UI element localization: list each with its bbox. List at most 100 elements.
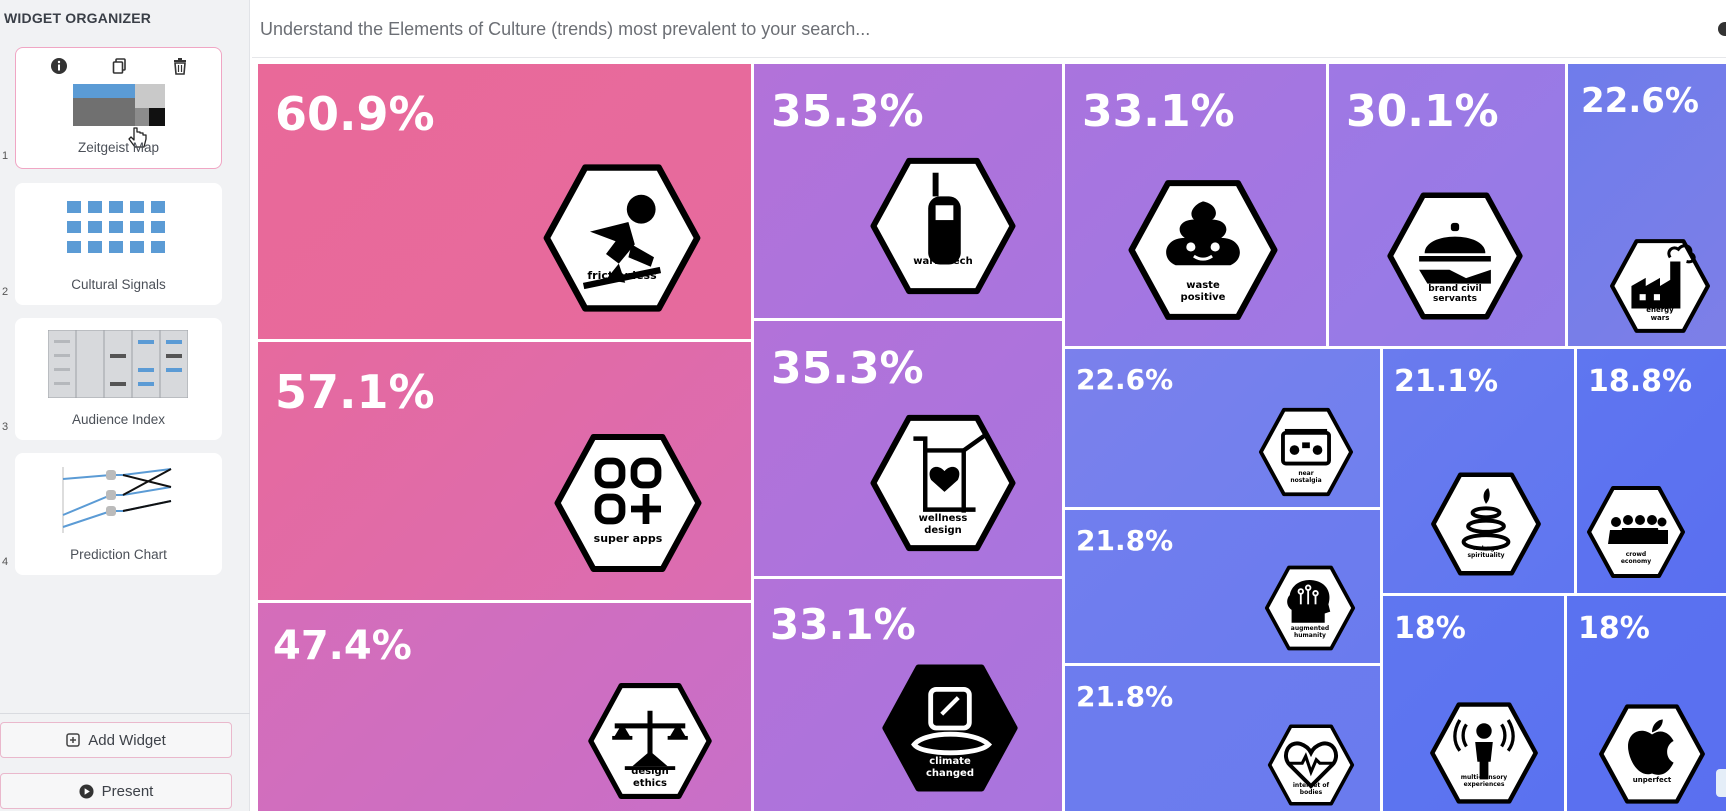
hexagon-badge [1128,180,1278,320]
trend-hexagon[interactable]: super apps [553,428,703,578]
hexagon-badge [1610,239,1710,333]
trend-tile-internet-of-bodies[interactable]: 21.8% internet of bodies [1065,666,1380,811]
widget-card-audience-index[interactable]: Audience Index [15,318,222,440]
trend-tile-wellness-design[interactable]: 35.3% wellness design [754,321,1062,576]
crowd-icon [1608,515,1668,544]
trend-tile-unperfect[interactable]: 18% unperfect [1567,596,1726,811]
cultural-signals-thumbnail [67,201,165,253]
trend-percentage: 60.9% [275,87,435,141]
widget-number: 2 [2,286,9,298]
play-circle-icon [79,783,94,799]
apps-grid-icon [594,457,662,525]
trend-tile-super-apps[interactable]: 57.1% super apps [258,342,751,600]
melting-ice-icon [911,686,993,756]
trend-tile-augmented-humanity[interactable]: 21.8% augmented humanity [1065,510,1380,663]
trend-hexagon[interactable]: waste positive [1127,174,1279,326]
search-edge-control[interactable] [1718,22,1726,36]
trend-percentage: 33.1% [770,600,916,649]
trend-hexagon[interactable]: augmented humanity [1264,562,1356,654]
widget-card-cultural-signals[interactable]: Cultural Signals [15,183,222,305]
trend-hexagon[interactable]: net age spirituality [1430,468,1542,580]
widget-card-label: Prediction Chart [70,547,167,562]
hexagon-badge [870,157,1016,295]
trend-label: augmented humanity [1290,625,1330,639]
trend-tile-multi-sensory-experiences[interactable]: 18% multi-sensory experiences [1383,596,1564,811]
retro-phone-icon [928,172,961,265]
hexagon-badge [588,683,712,799]
trend-hexagon[interactable]: warm tech [869,152,1017,300]
trend-tile-waste-positive[interactable]: 33.1% waste positive [1065,64,1326,346]
trend-hexagon[interactable]: climate changed [881,659,1019,797]
trend-label: near nostalgia [1290,470,1322,484]
trend-label: net age spirituality [1467,545,1505,559]
trend-percentage: 21.8% [1076,680,1174,713]
trend-tile-energy-wars[interactable]: 22.6% energy wars [1568,64,1726,346]
skater-icon [582,194,662,290]
widget-card-label: Zeitgeist Map [77,140,160,155]
widget-card-zeitgeist-map[interactable]: Zeitgeist Map [15,47,222,169]
hexagon-badge [1431,472,1541,576]
widget-card-prediction-chart[interactable]: Prediction Chart [15,453,222,575]
trend-percentage: 22.6% [1076,363,1174,396]
trend-label: waste positive [1180,280,1226,303]
treemap-scroll-handle[interactable] [1716,769,1726,797]
hexagon-badge [543,164,701,312]
trash-icon[interactable] [170,56,190,76]
present-button[interactable]: Present [0,773,232,809]
trend-hexagon[interactable]: design ethics [587,678,713,804]
trend-percentage: 33.1% [1082,86,1235,137]
present-label: Present [101,782,154,800]
search-input[interactable] [260,14,1660,44]
sidebar-divider [0,713,250,714]
trend-tile-design-ethics[interactable]: 47.4% design ethics [258,603,751,811]
trend-label: frictionless [587,269,657,282]
trend-hexagon[interactable]: brand civil servants [1386,187,1524,325]
trend-tile-climate-changed[interactable]: 33.1% climate changed [754,579,1062,811]
trend-label: multi-sensory experiences [1460,774,1508,788]
plus-box-icon [66,733,80,747]
trend-percentage: 18% [1394,611,1466,646]
trend-hexagon[interactable]: energy wars [1609,235,1711,337]
prediction-chart-thumbnail [62,467,172,533]
trend-hexagon[interactable]: internet of bodies [1267,721,1355,809]
trend-tile-frictionless[interactable]: 60.9% frictionless [258,64,751,339]
search-bar [252,0,1726,58]
trend-label: brand civil servants [1428,284,1482,305]
trend-tile-net-age-spirituality[interactable]: 21.1% net age spirituality [1383,349,1574,593]
trend-tile-warm-tech[interactable]: 35.3% warm tech [754,64,1062,318]
audience-index-thumbnail [48,330,188,398]
trend-hexagon[interactable]: crowd economy [1586,482,1686,582]
brain-head-icon [1287,580,1331,623]
hexagon-badge [1599,704,1705,804]
trend-label: super apps [593,532,663,545]
hexagon-badge [870,414,1016,552]
duplicate-icon[interactable] [110,56,130,76]
trend-tile-brand-civil-servants[interactable]: 30.1% brand civil servants [1329,64,1565,346]
zeitgeist-treemap: 60.9% frictionless 57.1% super apps 47.4% … [256,62,1726,811]
trend-tile-near-nostalgia[interactable]: 22.6% near nostalgia [1065,349,1380,507]
trend-percentage: 35.3% [771,343,924,394]
trend-hexagon[interactable]: near nostalgia [1258,404,1354,500]
trend-percentage: 18% [1578,611,1650,646]
heartbeat-icon [1284,741,1338,789]
trend-percentage: 21.1% [1394,364,1499,399]
hexagon-badge [1267,724,1355,806]
heart-frame-icon [913,433,986,513]
hexagon-badge [882,664,1018,792]
hexagon-badge [1587,486,1685,578]
trend-hexagon[interactable]: multi-sensory experiences [1429,698,1539,808]
hexagon-badge [1430,702,1538,804]
widget-actions [16,56,221,76]
trend-tile-crowd-economy[interactable]: 18.8% crowd economy [1577,349,1726,593]
hexagon-badge [1387,192,1523,320]
trend-hexagon[interactable]: frictionless [542,158,702,318]
trend-percentage: 47.4% [273,623,412,669]
info-icon[interactable] [49,56,69,76]
add-widget-button[interactable]: Add Widget [0,722,232,758]
widget-card-label: Cultural Signals [71,277,166,292]
sidebar-title: WIDGET ORGANIZER [4,10,152,26]
trend-hexagon[interactable]: wellness design [869,409,1017,557]
trend-hexagon[interactable]: unperfect [1598,700,1706,808]
trend-label: unperfect [1632,776,1672,784]
trend-label: crowd economy [1620,551,1652,565]
